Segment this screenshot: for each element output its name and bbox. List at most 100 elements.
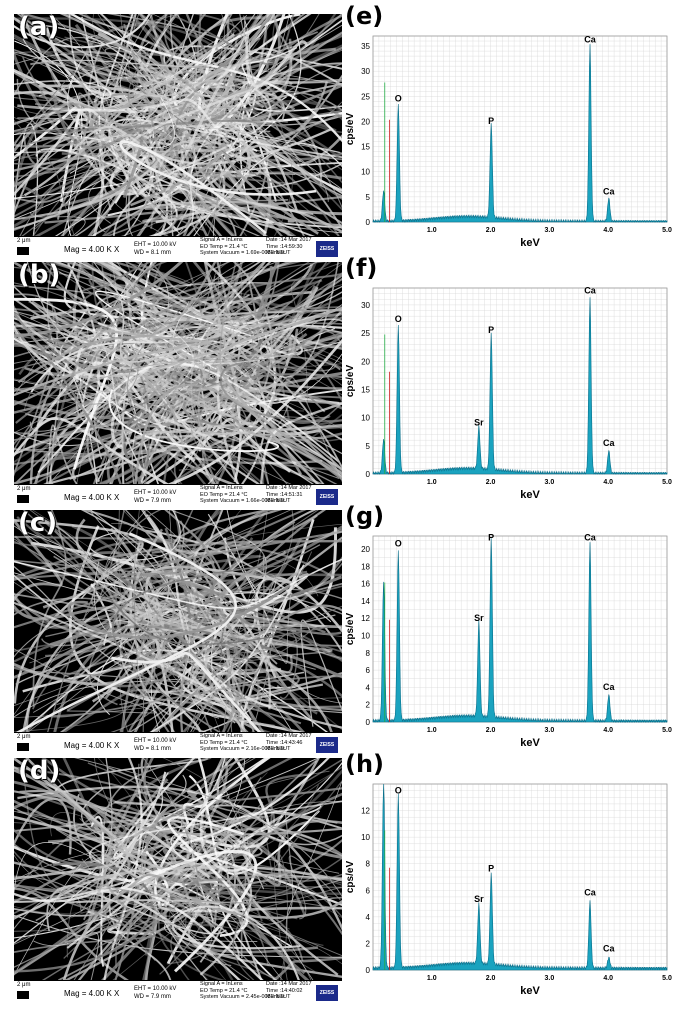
wd: WD = 7.9 mm — [134, 498, 171, 504]
eht-wd: EHT = 10.00 kV WD = 7.9 mm — [134, 489, 176, 505]
sem-infobar: 2 μm Mag = 4.00 K X EHT = 10.00 kV WD = 7… — [14, 980, 342, 1004]
fiber — [15, 262, 122, 424]
magnification: Mag = 4.00 K X — [64, 245, 120, 254]
sem-infobar: 2 μm Mag = 4.00 K X EHT = 10.00 kV WD = 8… — [14, 732, 342, 756]
x-tick-label: 1.0 — [427, 479, 437, 486]
fiber — [90, 815, 105, 968]
vacuum: System Vacuum = 2.45e-005 mbar — [200, 994, 285, 1000]
scale-bar — [17, 247, 29, 255]
peak-label: Sr — [474, 613, 484, 623]
spectrum-area — [372, 783, 668, 971]
x-tick-label: 3.0 — [545, 479, 555, 486]
vacuum: System Vacuum = 1.69e-005 mbar — [200, 250, 285, 256]
fiber — [46, 675, 342, 718]
x-tick-label: 1.0 — [427, 975, 437, 982]
x-tick-label: 3.0 — [545, 975, 555, 982]
fiber — [25, 595, 260, 732]
fiber — [110, 361, 155, 449]
signal-info: Signal A = InLens EO Temp = 21.4 °C System… — [200, 733, 285, 753]
fiber — [103, 758, 293, 954]
fiber — [175, 65, 288, 236]
fiber — [169, 361, 269, 484]
fiber — [14, 123, 39, 236]
fiber — [14, 388, 146, 464]
x-axis-label: keV — [520, 737, 540, 749]
fiber — [121, 308, 342, 484]
zeiss-logo: ZEISS — [316, 489, 338, 505]
wd: WD = 7.9 mm — [134, 994, 171, 1000]
x-tick-label: 4.0 — [603, 227, 613, 234]
fiber — [14, 884, 110, 932]
y-tick-label: 10 — [361, 631, 370, 640]
grid — [372, 35, 668, 223]
signal-info: Signal A = InLens EO Temp = 21.4 °C System… — [200, 237, 285, 257]
fiber — [119, 602, 176, 732]
x-axis-label: keV — [520, 489, 540, 501]
eds-spectrum-chart: O P Ca Ca 0 5 10 15 20 25 30 35 1.0 2.0 3.0 4.0 5.0 keV cp… — [345, 35, 672, 249]
scale-label: 2 μm — [17, 486, 31, 492]
peak-label: Ca — [603, 943, 615, 953]
y-tick-label: 14 — [361, 597, 370, 606]
fiber — [14, 887, 264, 980]
fiber — [144, 768, 342, 956]
scale-label: 2 μm — [17, 238, 31, 244]
fiber — [14, 875, 342, 943]
fiber — [47, 273, 342, 467]
x-tick-label: 5.0 — [662, 975, 672, 982]
eo-temp: EO Temp = 21.4 °C — [200, 243, 248, 250]
eo-temp: EO Temp = 21.4 °C — [200, 491, 248, 498]
date-info: Date :14 Mar 2017 Time :14:43:46 ME NTUT — [266, 733, 312, 753]
fiber — [167, 816, 249, 938]
date: Date :14 Mar 2017 — [266, 237, 312, 243]
vacuum: System Vacuum = 2.16e-005 mbar — [200, 746, 285, 752]
fiber — [41, 613, 174, 647]
fiber — [155, 99, 254, 127]
fiber — [166, 14, 295, 66]
y-axis-label: cps/eV — [345, 613, 356, 646]
y-tick-label: 30 — [361, 67, 370, 76]
fiber — [227, 767, 342, 824]
peak-label: Ca — [603, 186, 615, 196]
fiber — [14, 401, 342, 448]
x-tick-label: 5.0 — [662, 227, 672, 234]
fiber — [14, 416, 170, 484]
grid — [372, 783, 668, 971]
eo-temp: EO Temp = 21.4 °C — [200, 739, 248, 746]
y-tick-label: 2 — [366, 701, 371, 710]
y-tick-label: 0 — [366, 718, 371, 727]
fiber — [14, 541, 294, 732]
fiber — [80, 758, 154, 943]
fiber — [14, 367, 207, 441]
eds-spectrum-chart: O Sr P Ca Ca 0 5 10 15 20 25 30 1.0 2.0 3.0 4.0 5.0 keV cp… — [345, 286, 672, 501]
x-tick-label: 1.0 — [427, 227, 437, 234]
y-tick-label: 6 — [366, 666, 371, 675]
fiber — [52, 95, 144, 199]
sem-image — [14, 262, 342, 484]
fiber — [89, 800, 342, 861]
fiber — [26, 262, 342, 363]
fiber — [158, 879, 263, 980]
fiber — [166, 510, 283, 581]
spectrum-area — [372, 297, 668, 476]
peak-label: P — [488, 325, 494, 335]
fiber — [65, 858, 220, 905]
fiber — [124, 78, 279, 210]
y-tick-label: 25 — [361, 329, 370, 338]
sem-panel-b: (b) 2 μm Mag = 4.00 K X EHT = 10.00 kV WD… — [14, 262, 342, 508]
fiber — [102, 801, 264, 962]
fiber — [42, 873, 342, 980]
fiber — [217, 306, 342, 484]
peak-label: Ca — [584, 532, 596, 542]
grid — [372, 536, 668, 723]
x-tick-label: 3.0 — [545, 227, 555, 234]
fiber — [14, 262, 184, 337]
y-tick-label: 8 — [366, 649, 371, 658]
fiber — [113, 87, 272, 236]
eht: EHT = 10.00 kV — [134, 986, 177, 992]
eht: EHT = 10.00 kV — [134, 738, 177, 744]
fiber — [197, 551, 342, 647]
fiber — [76, 262, 191, 363]
fiber — [14, 914, 342, 958]
y-tick-label: 5 — [366, 442, 371, 451]
eds-panel-h: O Sr P Ca Ca 0 2 4 6 8 10 12 1.0 2.0 3.0 4.0 5.0 keV cps/e… — [345, 750, 687, 1000]
